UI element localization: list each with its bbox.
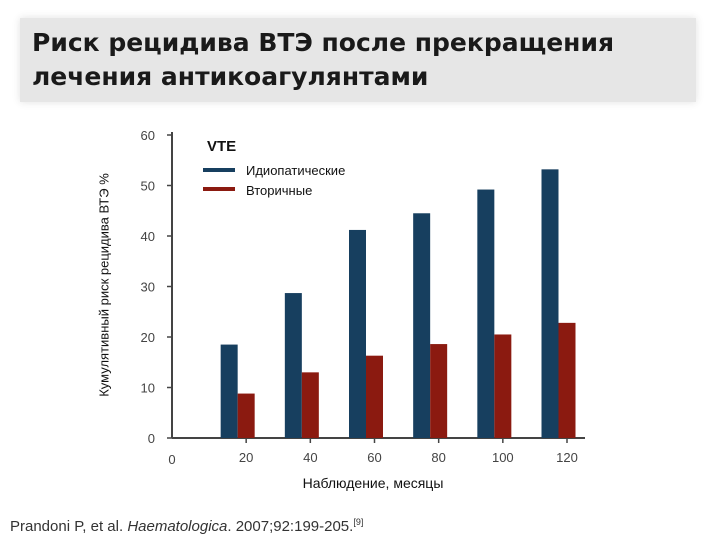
bar-secondary <box>430 344 448 438</box>
bar-idiopathic <box>413 213 431 438</box>
y-tick-label: 30 <box>141 280 155 295</box>
x-tick-label: 80 <box>431 450 445 465</box>
x-tick-label: 20 <box>239 450 253 465</box>
y-tick-label: 0 <box>148 431 155 446</box>
title-box: Риск рецидива ВТЭ после прекращения лече… <box>20 18 696 102</box>
y-tick-label: 40 <box>141 229 155 244</box>
citation-ref: [9] <box>353 517 364 527</box>
citation: Prandoni P, et al. Haematologica. 2007;9… <box>10 517 363 535</box>
bar-secondary <box>366 355 383 438</box>
y-tick-label: 50 <box>141 179 155 194</box>
bar-secondary <box>301 372 319 438</box>
x-tick-label: 100 <box>492 450 514 465</box>
citation-authors: Prandoni P, et al. <box>10 518 124 535</box>
x-tick-label: 120 <box>556 450 578 465</box>
bar-secondary <box>558 322 576 438</box>
y-tick-label: 10 <box>141 381 155 396</box>
x-tick-label: 0 <box>168 452 175 467</box>
x-tick-label: 40 <box>303 450 317 465</box>
bar-idiopathic <box>349 229 366 438</box>
y-tick-label: 20 <box>141 330 155 345</box>
y-tick-label: 60 <box>141 128 155 143</box>
bar-secondary <box>494 334 512 438</box>
x-tick-label: 60 <box>367 450 381 465</box>
slide-title: Риск рецидива ВТЭ после прекращения лече… <box>32 28 615 91</box>
bar-idiopathic <box>284 293 302 438</box>
citation-journal: Haematologica <box>127 518 228 535</box>
legend-title: VTE <box>207 138 236 155</box>
legend-label-idiopathic: Идиопатические <box>246 163 345 178</box>
x-axis-label: Наблюдение, месяцы <box>303 475 444 491</box>
bar-idiopathic <box>220 344 238 438</box>
legend-label-secondary: Вторичные <box>246 183 312 198</box>
citation-details: . 2007;92:199-205. <box>227 518 354 535</box>
bar-idiopathic <box>477 189 495 438</box>
bar-secondary <box>237 393 255 438</box>
bar-idiopathic <box>541 169 559 438</box>
